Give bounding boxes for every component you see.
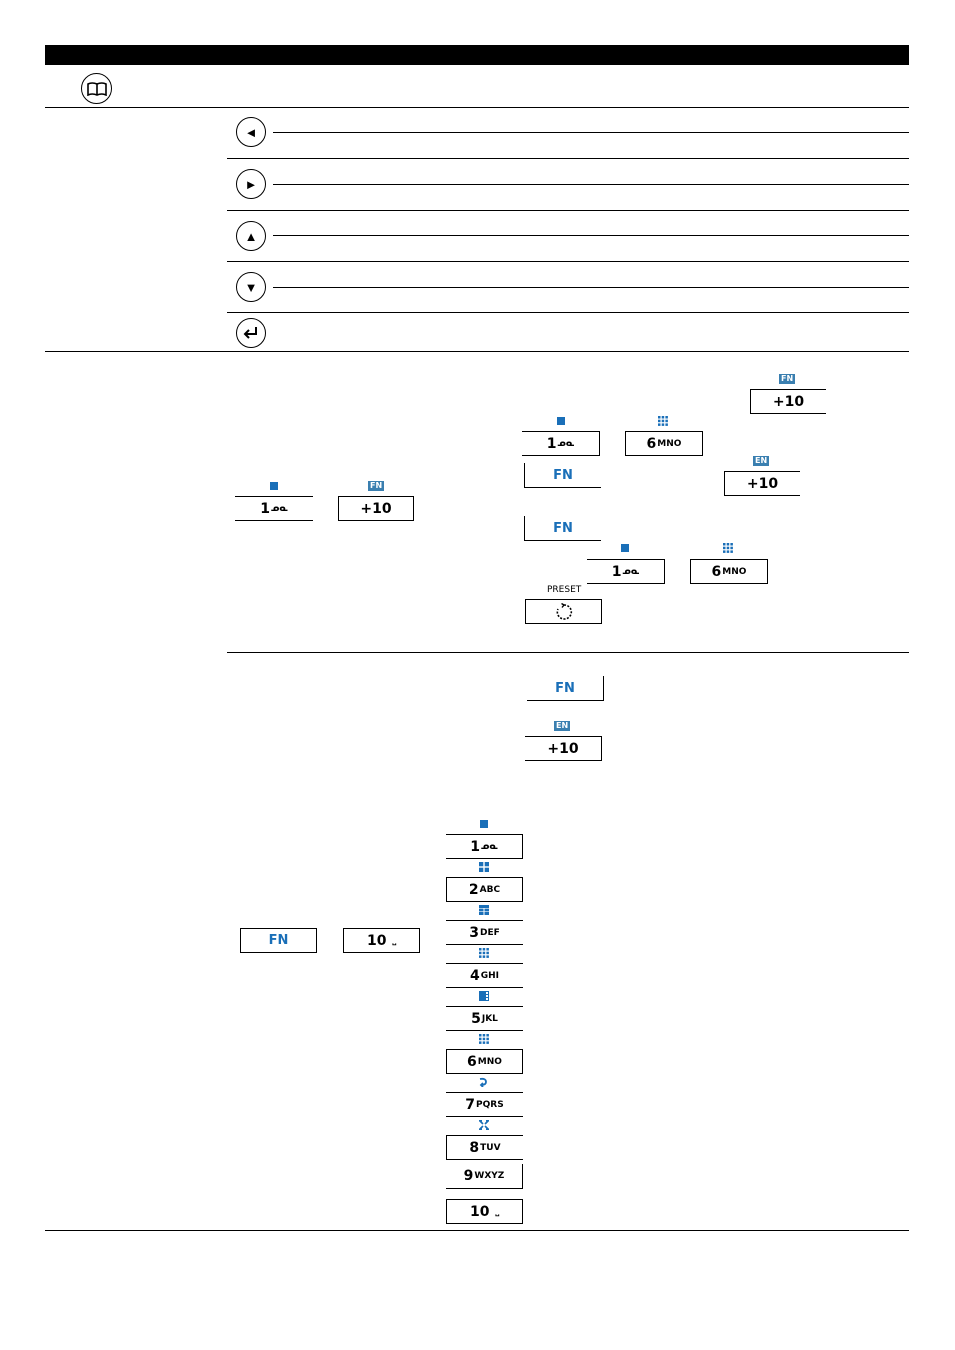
key-6[interactable]: 6 MNO <box>690 559 768 584</box>
key-7[interactable]: 7 PQRS <box>446 1092 523 1117</box>
key-1[interactable]: 1 ᓄᓇ <box>587 559 665 584</box>
divider <box>273 235 909 236</box>
key-fn[interactable]: FN <box>240 928 317 953</box>
key-6[interactable]: 6 MNO <box>446 1049 523 1074</box>
key-1[interactable]: 1 ᓄᓇ <box>235 496 313 521</box>
key-plus10[interactable]: +10 <box>750 389 826 414</box>
grid-9-icon <box>723 543 733 553</box>
divider <box>45 351 909 352</box>
divider <box>273 184 909 185</box>
key-1[interactable]: 1 ᓄᓇ <box>522 431 600 456</box>
grid-4-icon <box>479 862 489 872</box>
fn-badge: FN <box>368 481 385 491</box>
single-view-icon <box>557 417 565 425</box>
key-preset[interactable] <box>525 599 602 624</box>
key-9[interactable]: 9 WXYZ <box>446 1164 523 1189</box>
key-5[interactable]: 5 JKL <box>446 1006 523 1031</box>
key-10[interactable]: 10 ⎵ <box>343 928 420 953</box>
header-bar <box>45 45 909 65</box>
divider <box>45 107 909 108</box>
key-plus10[interactable]: +10 <box>338 496 414 521</box>
divider <box>227 652 909 653</box>
arrow-left-icon: ◄ <box>236 117 266 147</box>
grid-9-icon <box>479 1034 489 1044</box>
grid-9-icon <box>479 948 489 958</box>
key-8[interactable]: 8 TUV <box>446 1135 523 1160</box>
grid-6-icon <box>479 905 489 915</box>
single-view-icon <box>621 544 629 552</box>
key-6[interactable]: 6 MNO <box>625 431 703 456</box>
divider <box>227 261 909 262</box>
preset-label: PRESET <box>547 585 582 595</box>
key-3[interactable]: 3 DEF <box>446 920 523 945</box>
key-fn[interactable]: FN <box>527 676 604 701</box>
divider <box>227 210 909 211</box>
key-2[interactable]: 2 ABC <box>446 877 523 902</box>
arrow-right-icon: ► <box>236 169 266 199</box>
fullscreen-icon <box>479 1120 489 1130</box>
grid-9-icon <box>658 416 668 426</box>
fn-badge: FN <box>779 374 796 384</box>
divider <box>273 287 909 288</box>
enter-icon <box>236 318 266 348</box>
key-fn[interactable]: FN <box>524 516 601 541</box>
pip-icon <box>479 991 489 1001</box>
return-icon <box>479 1077 487 1087</box>
key-10[interactable]: 10 ⎵ <box>446 1199 523 1224</box>
divider <box>227 312 909 313</box>
key-fn[interactable]: FN <box>524 463 601 488</box>
key-plus10[interactable]: +10 <box>525 736 602 761</box>
single-view-icon <box>480 820 488 828</box>
divider <box>273 132 909 133</box>
key-4[interactable]: 4 GHI <box>446 963 523 988</box>
key-plus10[interactable]: +10 <box>724 471 800 496</box>
divider <box>45 1230 909 1231</box>
divider <box>227 158 909 159</box>
arrow-down-icon: ▼ <box>236 272 266 302</box>
en-badge: EN <box>554 721 571 731</box>
preset-icon <box>556 602 572 620</box>
key-1[interactable]: 1 ᓄᓇ <box>446 834 523 859</box>
en-badge: EN <box>753 456 770 466</box>
book-icon <box>81 73 112 104</box>
arrow-up-icon: ▲ <box>236 221 266 251</box>
single-view-icon <box>270 482 278 490</box>
